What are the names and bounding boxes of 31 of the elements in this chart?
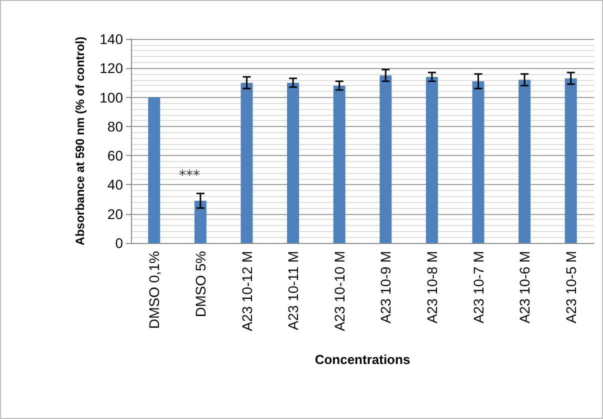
y-tick-label: 140: [100, 31, 124, 47]
bar: [333, 86, 346, 243]
x-tick-label: A23 10-9 M: [378, 251, 394, 324]
bar: [518, 80, 531, 243]
bar: [194, 200, 206, 243]
x-tick-label: A23 10-7 M: [470, 251, 486, 324]
x-tick-label: A23 10-12 M: [238, 251, 255, 332]
annotation: ***: [179, 168, 200, 184]
y-axis-title: Absorbance at 590 nm (% of control): [73, 36, 87, 246]
bar: [564, 78, 577, 243]
x-axis-title: Concentrations: [314, 352, 410, 367]
y-tick-label: 0: [115, 235, 124, 251]
x-tick-label: A23 10-5 M: [562, 251, 579, 324]
x-tick-label: DMSO 0,1%: [146, 251, 162, 329]
bar: [240, 82, 253, 243]
x-tick-label: DMSO 5%: [192, 251, 208, 318]
y-tick-label: 40: [107, 176, 124, 193]
bar: [287, 82, 300, 243]
y-tick-label: 20: [107, 206, 124, 222]
bar: [380, 75, 392, 243]
y-tick-label: 120: [100, 60, 124, 76]
y-tick-label: 100: [100, 89, 124, 106]
y-tick-label: 60: [107, 148, 124, 164]
x-tick-label: A23 10-8 M: [424, 251, 440, 324]
x-tick-label: A23 10-6 M: [516, 251, 533, 324]
y-tick-label: 80: [107, 118, 124, 134]
x-tick-label: A23 10-11 M: [285, 251, 302, 330]
bar: [426, 76, 438, 243]
bar: [472, 81, 484, 243]
x-tick-label: A23 10-10 M: [331, 251, 348, 332]
bar: [148, 97, 160, 243]
